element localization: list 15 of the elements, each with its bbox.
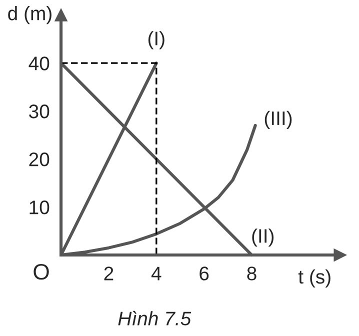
x-tick-label: 2 bbox=[104, 266, 114, 280]
series-label: (II) bbox=[252, 228, 274, 247]
y-axis-title: d (m) bbox=[8, 6, 52, 24]
x-axis-title: t (s) bbox=[298, 269, 330, 288]
series-label: (I) bbox=[148, 31, 164, 50]
y-tick-label: 40 bbox=[28, 56, 50, 70]
text: Hình 7.5 bbox=[118, 310, 192, 326]
x-tick-label: 6 bbox=[200, 266, 209, 280]
y-tick-label: 20 bbox=[29, 152, 50, 166]
x-tick-label: 8 bbox=[247, 266, 256, 280]
series-label: (III) bbox=[264, 110, 292, 129]
x-tick-label: 4 bbox=[151, 266, 162, 280]
annotation: O bbox=[34, 264, 49, 280]
y-tick-label: 30 bbox=[29, 104, 50, 118]
y-tick-label: 10 bbox=[30, 200, 50, 214]
